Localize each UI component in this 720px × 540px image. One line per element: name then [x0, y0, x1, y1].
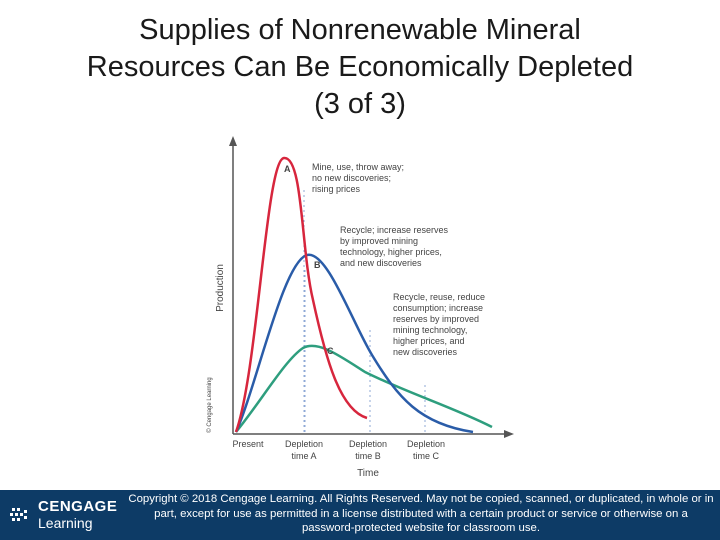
depletion-chart: A B C Mine, use, throw away; no new disc…	[206, 136, 514, 479]
annotation-c-line: new discoveries	[393, 347, 458, 357]
marker-b: B	[314, 260, 321, 270]
y-axis-label: Production	[215, 264, 226, 312]
annotation-c-line: reserves by improved	[393, 314, 479, 324]
copyright-notice: Copyright © 2018 Cengage Learning. All R…	[128, 493, 714, 534]
logo-bottom-text: Learning	[38, 515, 93, 531]
y-axis-arrow	[229, 136, 237, 146]
annotation-b-line: by improved mining	[340, 236, 418, 246]
annotation-c-line: Recycle, reuse, reduce	[393, 292, 485, 302]
annotation-b-line: Recycle; increase reserves	[340, 225, 449, 235]
annotation-a-line: rising prices	[312, 184, 361, 194]
annotation-a: Mine, use, throw away; no new discoverie…	[312, 162, 404, 194]
annotation-c: Recycle, reuse, reduce consumption; incr…	[393, 292, 485, 357]
x-axis-arrow	[504, 430, 514, 438]
x-tick-label: Depletion	[407, 439, 445, 449]
x-tick-label: Present	[232, 439, 264, 449]
annotation-c-line: mining technology,	[393, 325, 467, 335]
curve-a	[234, 156, 368, 433]
title-line-3: (3 of 3)	[314, 88, 406, 120]
title-line-2: Resources Can Be Economically Depleted	[86, 51, 634, 83]
logo-top-text: CENGAGE	[38, 498, 118, 515]
logo-wordmark: CENGAGE Learning	[38, 498, 118, 532]
x-tick-label: Depletion	[349, 439, 387, 449]
x-tick-label: time A	[291, 451, 316, 461]
cengage-mark-icon	[10, 508, 27, 521]
annotation-b: Recycle; increase reserves by improved m…	[340, 225, 449, 268]
annotation-c-line: consumption; increase	[393, 303, 483, 313]
cengage-logo: CENGAGE Learning	[8, 498, 118, 532]
annotation-b-line: technology, higher prices,	[340, 247, 442, 257]
marker-a: A	[284, 164, 291, 174]
curve-b	[234, 253, 474, 434]
x-tick-labels: Present Depletion time A Depletion time …	[232, 439, 445, 461]
axes	[229, 136, 514, 438]
title-line-1: Supplies of Nonrenewable Mineral	[139, 14, 581, 46]
x-tick-label: time C	[413, 451, 440, 461]
x-axis-label: Time	[357, 468, 379, 479]
x-tick-label: Depletion	[285, 439, 323, 449]
x-tick-label: time B	[355, 451, 381, 461]
annotation-a-line: Mine, use, throw away;	[312, 162, 404, 172]
annotation-a-line: no new discoveries;	[312, 173, 391, 183]
marker-c: C	[327, 346, 334, 356]
curve-c	[235, 344, 493, 433]
annotation-b-line: and new discoveries	[340, 258, 422, 268]
annotation-c-line: higher prices, and	[393, 336, 465, 346]
credit-label: © Cengage Learning	[206, 377, 213, 432]
slide-title: Supplies of Nonrenewable Mineral Resourc…	[0, 12, 720, 123]
footer-bar: CENGAGE Learning Copyright © 2018 Cengag…	[0, 490, 720, 540]
